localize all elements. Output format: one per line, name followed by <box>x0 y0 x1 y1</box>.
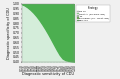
Legend: No TX, Treat All (No Diag, 30k), DX, Biomarker (Th., Treat, 30k), CDU+TX: No TX, Treat All (No Diag, 30k), DX, Bio… <box>76 5 110 22</box>
X-axis label: Diagnostic sensitivity of CDU: Diagnostic sensitivity of CDU <box>22 72 74 76</box>
Y-axis label: Diagnostic specificity of CDU: Diagnostic specificity of CDU <box>7 7 11 59</box>
